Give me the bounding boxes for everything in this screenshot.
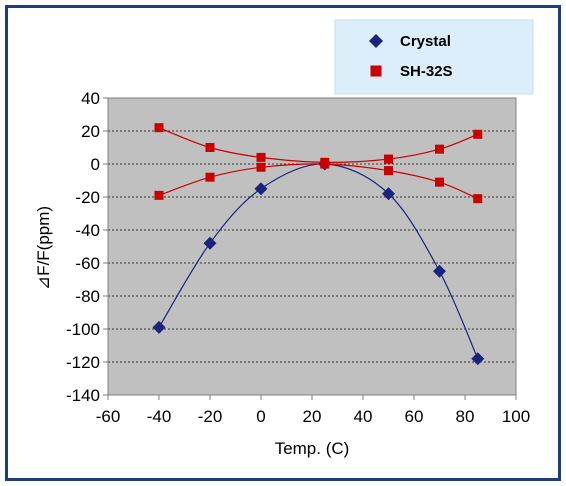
data-point-diamond xyxy=(203,236,217,250)
data-point-square xyxy=(384,154,393,164)
data-point-square xyxy=(256,152,266,162)
x-tick-label: 0 xyxy=(256,407,265,426)
x-tick-label: 60 xyxy=(405,407,424,426)
data-point-square xyxy=(435,177,444,187)
legend-label: Crystal xyxy=(400,33,451,50)
data-point-square xyxy=(205,143,215,152)
plot-area xyxy=(108,98,516,395)
data-point-square xyxy=(154,123,164,133)
x-tick-label: 40 xyxy=(354,407,373,426)
x-axis-label: Temp. (C) xyxy=(275,439,350,458)
chart-frame: 40 20 0 -20 -40 -60 -80 -100 -120 -140 -60 -40 -20 0… xyxy=(5,5,561,481)
legend-box xyxy=(334,19,534,95)
data-point-square xyxy=(320,159,330,169)
y-tick-label: -60 xyxy=(75,254,100,273)
y-tick-label: 0 xyxy=(91,155,100,174)
y-tick-label: 40 xyxy=(81,89,100,108)
y-tick-label: -100 xyxy=(66,320,100,339)
x-tick-label: -60 xyxy=(96,407,121,426)
data-point-square xyxy=(256,162,266,172)
legend-marker-square xyxy=(370,65,382,77)
data-point-diamond xyxy=(471,352,485,366)
chart-svg: 40 20 0 -20 -40 -60 -80 -100 -120 -140 -60 -40 -20 0… xyxy=(34,19,534,458)
data-point-diamond xyxy=(433,264,446,278)
data-point-square xyxy=(435,144,444,154)
legend-marker-diamond xyxy=(369,34,383,48)
y-tick-label: -80 xyxy=(75,287,100,306)
legend: Crystal SH-32S xyxy=(334,19,534,95)
data-point-diamond xyxy=(152,320,166,334)
data-point-square xyxy=(473,194,483,204)
data-point-square xyxy=(384,166,393,176)
legend-label: SH-32S xyxy=(400,63,453,80)
data-point-diamond xyxy=(382,187,395,201)
y-tick-label: 20 xyxy=(81,122,100,141)
data-point-square xyxy=(473,129,483,139)
x-tick-label: -20 xyxy=(198,407,223,426)
y-tick-label: -20 xyxy=(75,188,100,207)
x-tick-label: 100 xyxy=(502,407,530,426)
y-tick-label: -120 xyxy=(66,353,100,372)
data-point-square xyxy=(154,190,164,200)
y-tick-label: -40 xyxy=(75,221,100,240)
x-tick-label: 80 xyxy=(456,407,475,426)
data-point-square xyxy=(205,172,215,182)
x-tick-label: -40 xyxy=(147,407,172,426)
y-tick-label: -140 xyxy=(66,386,100,405)
y-axis-label: ⊿F/F(ppm) xyxy=(34,206,53,290)
x-tick-label: 20 xyxy=(303,407,322,426)
data-point-diamond xyxy=(254,182,268,196)
